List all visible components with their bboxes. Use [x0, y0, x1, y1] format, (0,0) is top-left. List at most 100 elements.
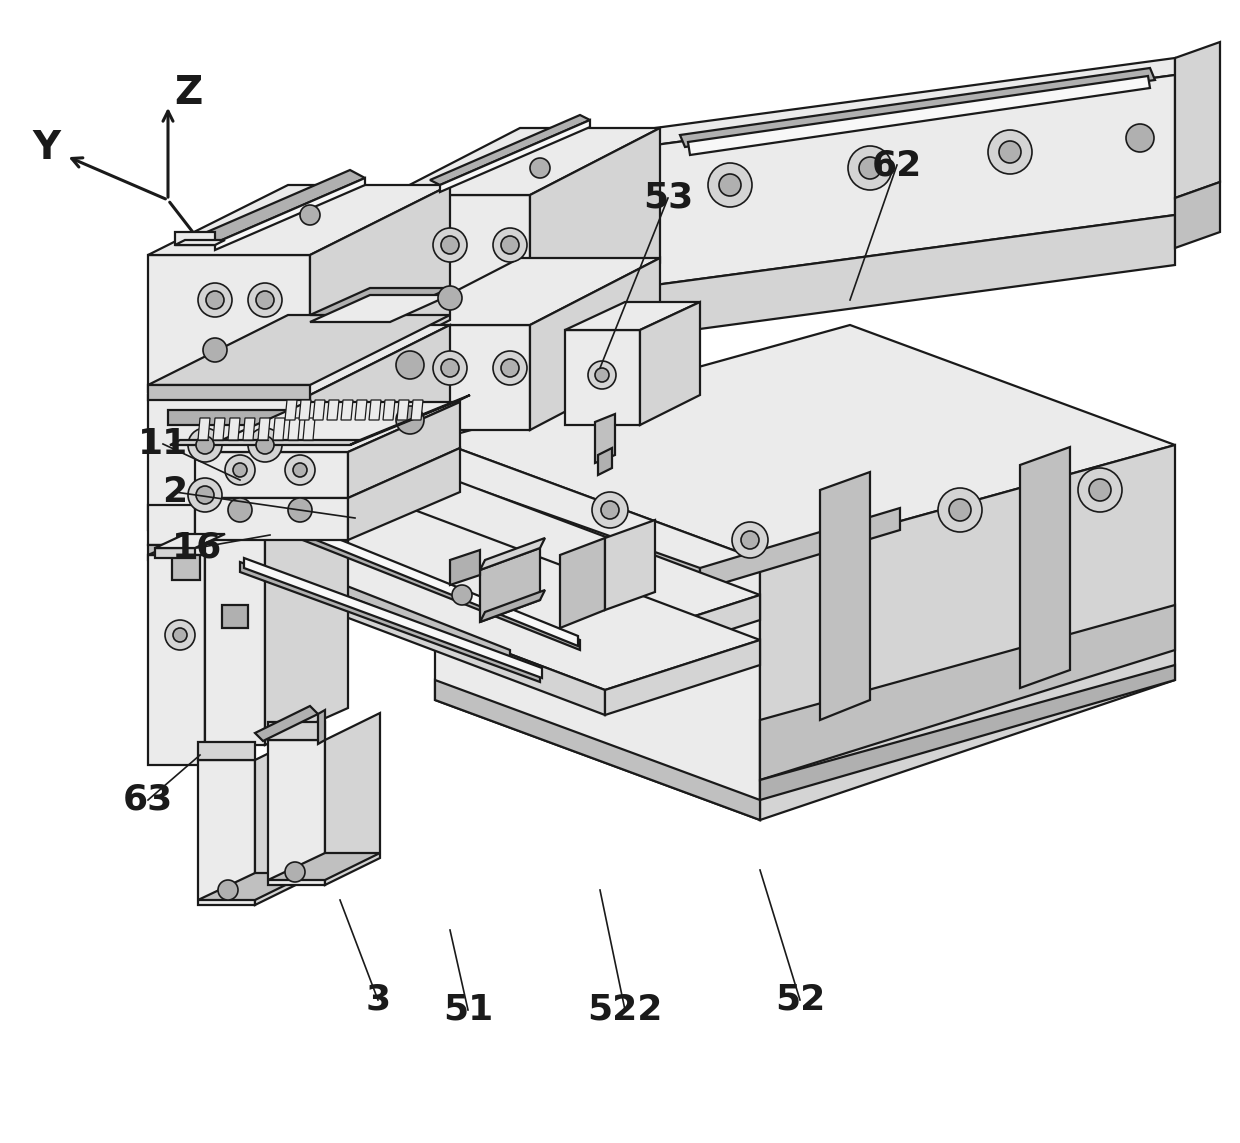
Polygon shape [167, 410, 300, 425]
Polygon shape [410, 400, 423, 419]
Circle shape [441, 359, 459, 377]
Polygon shape [310, 185, 450, 392]
Text: 3: 3 [366, 983, 391, 1017]
Circle shape [233, 463, 247, 477]
Polygon shape [480, 547, 539, 622]
Polygon shape [294, 521, 578, 646]
Polygon shape [391, 128, 660, 195]
Text: 51: 51 [443, 993, 494, 1028]
Polygon shape [565, 302, 701, 330]
Circle shape [196, 486, 215, 504]
Polygon shape [310, 288, 450, 315]
Circle shape [601, 501, 619, 519]
Polygon shape [383, 400, 396, 419]
Circle shape [732, 522, 768, 558]
Polygon shape [565, 330, 640, 425]
Circle shape [588, 361, 616, 389]
Circle shape [255, 435, 274, 454]
Circle shape [501, 359, 520, 377]
Circle shape [999, 141, 1021, 163]
Circle shape [248, 283, 281, 317]
Polygon shape [148, 255, 310, 392]
Circle shape [1126, 123, 1154, 152]
Polygon shape [195, 440, 760, 645]
Circle shape [708, 163, 751, 207]
Polygon shape [701, 507, 900, 590]
Polygon shape [605, 640, 760, 716]
Polygon shape [198, 873, 310, 900]
Polygon shape [148, 555, 205, 765]
Polygon shape [529, 258, 660, 430]
Polygon shape [198, 418, 210, 440]
Polygon shape [175, 240, 224, 245]
Polygon shape [250, 547, 510, 660]
Circle shape [206, 291, 224, 309]
Circle shape [1078, 467, 1122, 512]
Circle shape [293, 463, 308, 477]
Polygon shape [195, 535, 605, 716]
Circle shape [174, 628, 187, 642]
Polygon shape [435, 440, 760, 820]
Text: 11: 11 [138, 427, 188, 461]
Polygon shape [480, 490, 701, 590]
Text: 52: 52 [775, 983, 825, 1017]
Polygon shape [244, 558, 542, 678]
Polygon shape [205, 535, 265, 745]
Circle shape [937, 488, 982, 531]
Circle shape [218, 880, 238, 900]
Polygon shape [255, 733, 310, 905]
Circle shape [501, 235, 520, 254]
Text: Y: Y [32, 129, 60, 167]
Polygon shape [595, 414, 615, 463]
Polygon shape [299, 400, 311, 419]
Polygon shape [195, 402, 460, 451]
Polygon shape [241, 562, 539, 682]
Polygon shape [680, 67, 1154, 147]
Circle shape [196, 435, 215, 454]
Polygon shape [435, 680, 760, 820]
Polygon shape [268, 740, 325, 885]
Circle shape [433, 227, 467, 262]
Circle shape [224, 455, 255, 485]
Polygon shape [397, 400, 409, 419]
Circle shape [859, 157, 880, 179]
Circle shape [198, 283, 232, 317]
Polygon shape [310, 435, 340, 475]
Circle shape [988, 130, 1032, 174]
Polygon shape [195, 490, 605, 670]
Polygon shape [310, 325, 450, 530]
Text: 522: 522 [588, 993, 662, 1028]
Circle shape [949, 499, 971, 521]
Polygon shape [268, 722, 325, 740]
Circle shape [494, 227, 527, 262]
Circle shape [1089, 479, 1111, 501]
Polygon shape [148, 385, 310, 400]
Polygon shape [605, 520, 655, 610]
Circle shape [203, 338, 227, 362]
Polygon shape [148, 185, 450, 255]
Polygon shape [820, 472, 870, 720]
Polygon shape [270, 506, 350, 560]
Polygon shape [480, 538, 546, 570]
Polygon shape [655, 75, 1176, 285]
Circle shape [595, 368, 609, 382]
Polygon shape [655, 215, 1176, 335]
Polygon shape [258, 418, 270, 440]
Polygon shape [480, 590, 546, 622]
Polygon shape [560, 538, 605, 628]
Polygon shape [195, 485, 760, 690]
Polygon shape [148, 315, 450, 385]
Polygon shape [355, 400, 367, 419]
Polygon shape [303, 418, 315, 440]
Circle shape [165, 620, 195, 650]
Polygon shape [350, 395, 470, 445]
Circle shape [288, 498, 312, 522]
Polygon shape [288, 418, 300, 440]
Polygon shape [195, 539, 270, 560]
Circle shape [188, 427, 222, 462]
Polygon shape [155, 547, 195, 558]
Polygon shape [175, 232, 215, 245]
Circle shape [255, 291, 274, 309]
Polygon shape [370, 400, 381, 419]
Polygon shape [430, 115, 590, 185]
